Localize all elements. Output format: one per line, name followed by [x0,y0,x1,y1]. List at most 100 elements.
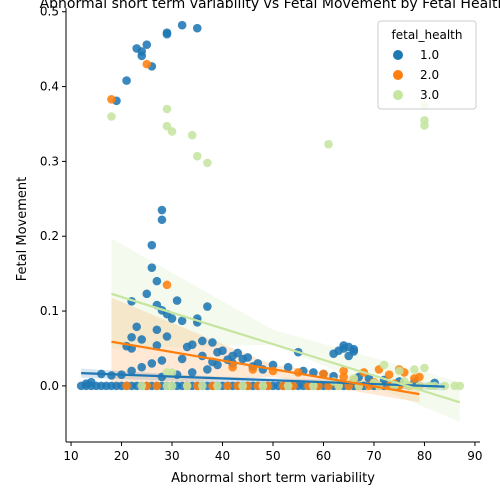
data-point [162,29,172,39]
data-point [223,381,232,391]
data-point [213,360,222,370]
x-tick-label: 60 [316,449,331,463]
y-tick-label: 0.5 [40,5,59,19]
data-point [258,381,268,391]
data-point [152,276,162,286]
data-point [122,381,131,391]
data-point [344,351,354,361]
data-point [198,381,207,391]
data-point [309,381,318,391]
data-point [147,263,157,272]
data-point [349,374,359,383]
data-point [379,360,389,370]
data-point [132,322,141,332]
data-point [142,289,152,299]
x-tick-label: 40 [215,449,230,463]
legend-label: 2.0 [420,68,439,82]
data-point [122,76,131,85]
data-point [162,332,172,341]
data-point [420,121,429,130]
x-tick-label: 70 [366,449,381,463]
data-point [329,349,338,359]
data-point [172,296,182,305]
data-point [127,366,136,376]
y-tick-label: 0.4 [40,80,59,94]
data-point [137,51,147,61]
data-point [208,338,217,347]
data-point [339,341,348,350]
data-point [152,341,162,350]
data-point [147,359,157,368]
data-point [142,40,152,49]
data-point [213,347,222,357]
data-point [187,368,197,377]
data-point [177,20,187,30]
y-axis-label: Fetal Movement [15,177,30,281]
data-point [147,240,157,250]
data-point [410,365,419,374]
data-point [309,368,318,377]
regression-line-1.0 [81,372,445,388]
data-point [157,215,167,225]
data-point [238,381,248,391]
data-point [203,302,212,311]
data-point [162,104,172,114]
data-point [152,381,162,391]
x-tick-label: 10 [63,449,78,463]
legend-marker [393,90,403,100]
data-point [107,112,116,121]
data-point [283,381,293,391]
data-point [268,360,278,370]
x-tick-label: 20 [114,449,129,463]
data-point [192,151,202,161]
chart-title: Abnormal short term variability vs Fetal… [40,0,500,12]
data-point [339,366,348,376]
legend-title: fetal_health [392,28,463,42]
data-point [420,363,429,373]
y-tick-label: 0.1 [40,304,59,318]
data-point [137,362,147,372]
data-point [238,354,248,364]
legend-label: 1.0 [420,48,439,62]
data-point [324,139,333,149]
data-point [152,325,162,335]
x-axis-ticks: 10 20 30 40 50 60 70 80 90 [63,442,483,463]
data-point [319,369,328,379]
legend: fetal_health 1.0 2.0 3.0 [377,20,477,110]
data-point [283,362,293,372]
legend-box [377,20,477,110]
data-point [228,362,237,372]
data-point [455,381,465,391]
data-point [157,205,167,215]
data-point [213,381,222,391]
data-point [198,336,207,346]
data-point [167,381,177,391]
data-point [187,130,197,140]
legend-marker [393,50,403,60]
data-point [203,158,212,168]
y-tick-label: 0.3 [40,154,59,168]
regression-line-2.0 [111,340,420,396]
data-point [339,372,348,382]
data-point [182,381,192,391]
data-point [127,332,136,342]
data-point [394,366,404,376]
y-tick-label: 0.2 [40,229,59,243]
data-point [415,372,424,382]
data-point [203,365,212,374]
data-point [162,280,172,290]
data-point [192,23,202,33]
x-tick-label: 30 [164,449,179,463]
data-point [177,316,187,326]
y-tick-label: 0.0 [40,379,59,393]
data-point [137,381,147,391]
data-point [137,335,147,344]
x-axis-label: Abnormal short term variability [171,471,375,486]
legend-marker [393,70,403,80]
x-tick-label: 80 [417,449,432,463]
data-point [177,354,187,364]
data-point [157,356,167,365]
x-tick-label: 90 [467,449,482,463]
legend-label: 3.0 [420,88,439,102]
